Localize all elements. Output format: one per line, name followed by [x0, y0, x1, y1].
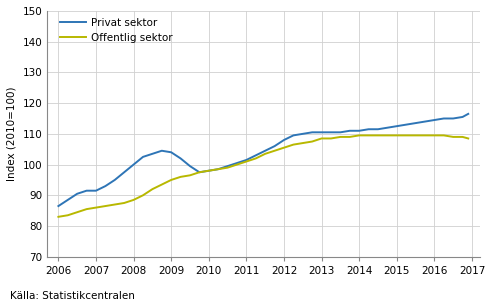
Privat sektor: [465, 112, 471, 116]
Offentlig sektor: [74, 210, 80, 214]
Offentlig sektor: [187, 174, 193, 177]
Offentlig sektor: [196, 171, 202, 174]
Legend: Privat sektor, Offentlig sektor: Privat sektor, Offentlig sektor: [56, 13, 177, 47]
Privat sektor: [112, 178, 118, 182]
Offentlig sektor: [103, 204, 108, 208]
Privat sektor: [187, 164, 193, 168]
Offentlig sektor: [244, 160, 249, 163]
Privat sektor: [347, 129, 353, 133]
Privat sektor: [356, 129, 362, 133]
Line: Privat sektor: Privat sektor: [58, 114, 468, 206]
Offentlig sektor: [159, 183, 165, 186]
Privat sektor: [262, 149, 268, 153]
Offentlig sektor: [413, 133, 419, 137]
Offentlig sektor: [262, 152, 268, 156]
Privat sektor: [65, 198, 71, 202]
Privat sektor: [253, 154, 259, 157]
Offentlig sektor: [356, 133, 362, 137]
Privat sektor: [328, 130, 334, 134]
Privat sektor: [196, 171, 202, 174]
Offentlig sektor: [55, 215, 61, 219]
Privat sektor: [131, 163, 137, 166]
Privat sektor: [225, 164, 231, 168]
Privat sektor: [459, 115, 465, 119]
Privat sektor: [422, 120, 428, 123]
Offentlig sektor: [253, 157, 259, 160]
Text: Källa: Statistikcentralen: Källa: Statistikcentralen: [10, 291, 135, 301]
Privat sektor: [281, 138, 287, 142]
Offentlig sektor: [431, 133, 437, 137]
Privat sektor: [337, 130, 343, 134]
Offentlig sektor: [131, 198, 137, 202]
Privat sektor: [93, 189, 99, 192]
Privat sektor: [450, 117, 456, 120]
Privat sektor: [206, 169, 212, 173]
Offentlig sektor: [140, 193, 146, 197]
Offentlig sektor: [403, 133, 409, 137]
Offentlig sektor: [450, 135, 456, 139]
Privat sektor: [375, 127, 381, 131]
Privat sektor: [441, 117, 447, 120]
Offentlig sektor: [84, 207, 90, 211]
Privat sektor: [84, 189, 90, 192]
Privat sektor: [121, 171, 127, 174]
Offentlig sektor: [215, 168, 221, 171]
Privat sektor: [290, 133, 296, 137]
Line: Offentlig sektor: Offentlig sektor: [58, 135, 468, 217]
Offentlig sektor: [459, 135, 465, 139]
Offentlig sektor: [65, 213, 71, 217]
Offentlig sektor: [394, 133, 400, 137]
Offentlig sektor: [112, 203, 118, 206]
Offentlig sektor: [385, 133, 390, 137]
Offentlig sektor: [318, 136, 324, 140]
Privat sektor: [413, 121, 419, 125]
Offentlig sektor: [149, 187, 155, 191]
Offentlig sektor: [300, 141, 306, 145]
Offentlig sektor: [206, 169, 212, 173]
Privat sektor: [74, 192, 80, 195]
Privat sektor: [140, 155, 146, 159]
Offentlig sektor: [375, 133, 381, 137]
Privat sektor: [300, 132, 306, 136]
Privat sektor: [215, 168, 221, 171]
Offentlig sektor: [337, 135, 343, 139]
Offentlig sektor: [441, 133, 447, 137]
Offentlig sektor: [366, 133, 372, 137]
Offentlig sektor: [309, 140, 315, 143]
Privat sektor: [431, 118, 437, 122]
Privat sektor: [159, 149, 165, 153]
Privat sektor: [318, 130, 324, 134]
Offentlig sektor: [328, 136, 334, 140]
Privat sektor: [309, 130, 315, 134]
Offentlig sektor: [422, 133, 428, 137]
Offentlig sektor: [225, 166, 231, 169]
Offentlig sektor: [168, 178, 174, 182]
Privat sektor: [272, 144, 278, 148]
Offentlig sektor: [121, 201, 127, 205]
Privat sektor: [234, 161, 240, 165]
Privat sektor: [168, 150, 174, 154]
Privat sektor: [103, 184, 108, 188]
Y-axis label: Index (2010=100): Index (2010=100): [7, 87, 17, 181]
Privat sektor: [149, 152, 155, 156]
Privat sektor: [366, 127, 372, 131]
Offentlig sektor: [177, 175, 183, 179]
Offentlig sektor: [234, 163, 240, 166]
Offentlig sektor: [272, 149, 278, 153]
Privat sektor: [244, 158, 249, 162]
Offentlig sektor: [347, 135, 353, 139]
Privat sektor: [385, 126, 390, 130]
Privat sektor: [177, 157, 183, 160]
Privat sektor: [403, 123, 409, 126]
Offentlig sektor: [281, 146, 287, 150]
Offentlig sektor: [93, 206, 99, 209]
Privat sektor: [394, 124, 400, 128]
Offentlig sektor: [290, 143, 296, 147]
Privat sektor: [55, 204, 61, 208]
Offentlig sektor: [465, 136, 471, 140]
